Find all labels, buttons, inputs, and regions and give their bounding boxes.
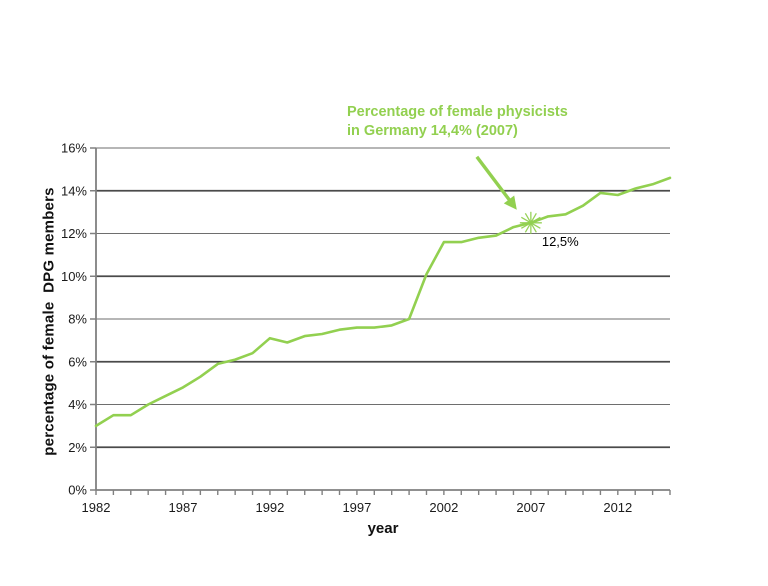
y-tick-label-4%: 4%	[68, 397, 87, 412]
x-tick-label-2002: 2002	[429, 500, 458, 515]
y-tick-label-16%: 16%	[61, 141, 87, 156]
x-tick-label-1982: 1982	[82, 500, 111, 515]
y-tick-label-10%: 10%	[61, 269, 87, 284]
y-axis-title: percentage of female DPG members	[40, 187, 58, 456]
annotation-arrow-shaft	[475, 155, 514, 205]
x-axis-title: year	[367, 520, 399, 537]
x-tick-label-2012: 2012	[603, 500, 632, 515]
x-tick-label-1992: 1992	[255, 500, 284, 515]
y-tick-label-12%: 12%	[61, 226, 87, 241]
y-tick-label-8%: 8%	[68, 312, 87, 327]
annotation-line-2: in Germany 14,4% (2007)	[347, 123, 518, 139]
y-tick-label-14%: 14%	[61, 183, 87, 198]
y-tick-label-0%: 0%	[68, 483, 87, 498]
series-line	[94, 176, 672, 428]
data-point-label: 12,5%	[538, 233, 582, 249]
annotation-text: Percentage of female physicists in Germa…	[347, 103, 568, 141]
highlight-star-ray	[520, 216, 541, 229]
x-tick-label-1987: 1987	[169, 500, 198, 515]
y-tick-label-6%: 6%	[68, 354, 87, 369]
x-tick-label-1997: 1997	[342, 500, 371, 515]
y-tick-label-2%: 2%	[68, 440, 87, 455]
annotation-arrow-head	[503, 195, 517, 210]
x-tick-label-2007: 2007	[516, 500, 545, 515]
annotation-line-1: Percentage of female physicists	[347, 104, 568, 120]
